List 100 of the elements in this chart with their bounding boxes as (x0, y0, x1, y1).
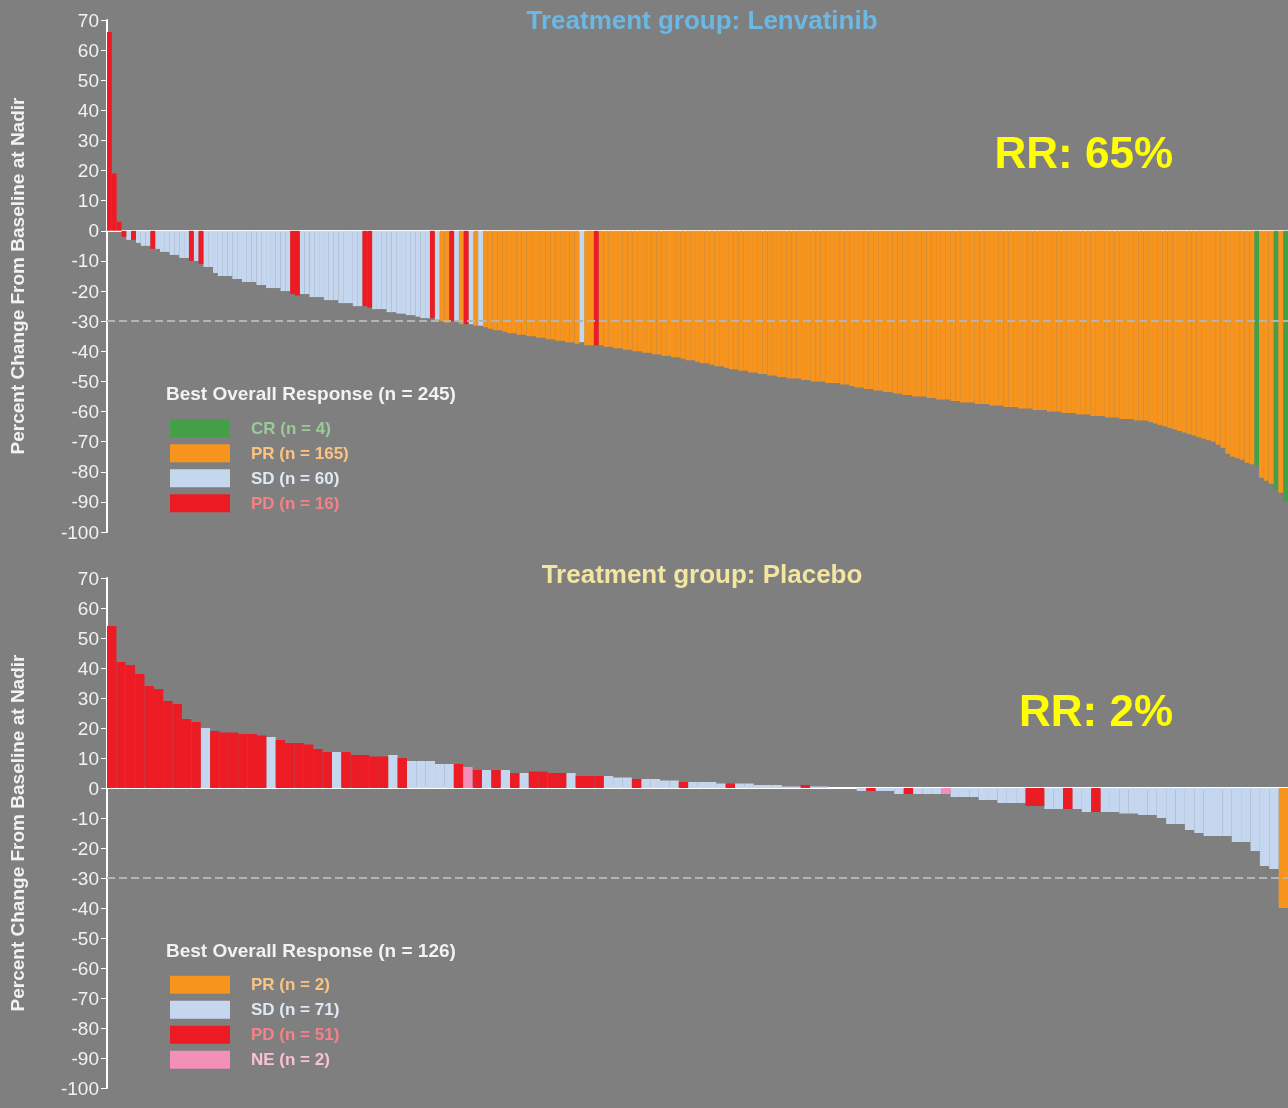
bar (391, 230, 397, 313)
bar (916, 230, 922, 397)
bar (566, 773, 576, 788)
y-tick-label: 30 (77, 687, 99, 709)
bar (454, 230, 459, 322)
bar (352, 230, 358, 307)
bar (945, 230, 951, 400)
bar (820, 230, 826, 382)
y-tick-label: 20 (77, 160, 99, 182)
y-tick-label: -10 (71, 807, 99, 829)
bar (150, 230, 156, 249)
y-tick-label: 50 (77, 69, 99, 91)
bar (444, 230, 450, 323)
bar (328, 230, 334, 301)
y-tick-label: -30 (71, 867, 99, 889)
bar (481, 770, 492, 788)
bar (926, 230, 932, 398)
bar (299, 230, 305, 295)
bar (1196, 230, 1202, 438)
bar (1091, 788, 1101, 812)
bar (810, 230, 816, 382)
y-tick-label: 0 (88, 777, 99, 799)
bar (222, 230, 228, 276)
legend-title: Best Overall Response (n = 245) (166, 383, 456, 405)
bar (593, 230, 599, 346)
bar (140, 230, 146, 246)
bar (429, 230, 435, 319)
legend-label: CR (n = 4) (251, 418, 331, 438)
chart-title: Treatment group: Placebo (541, 559, 863, 589)
bar (866, 788, 876, 791)
bar (767, 230, 773, 376)
bar (519, 773, 529, 788)
bar (704, 230, 710, 364)
bar (685, 230, 691, 361)
bar (516, 230, 522, 335)
bar (1133, 230, 1139, 421)
bar (491, 770, 501, 788)
bar (203, 230, 209, 267)
bar (622, 230, 628, 350)
y-axis-title: Percent Change From Baseline at Nadir (7, 653, 28, 1012)
legend-label: PD (n = 16) (251, 493, 340, 513)
bar (121, 230, 127, 237)
legend-label: NE (n = 2) (251, 1050, 330, 1070)
y-tick-label: -70 (71, 431, 99, 453)
bar (651, 230, 657, 355)
y-tick-label: -90 (71, 491, 99, 513)
y-tick-label: -50 (71, 927, 99, 949)
bar (362, 230, 368, 307)
y-tick-label: -80 (71, 461, 99, 483)
bar (540, 230, 546, 338)
bar (285, 230, 291, 292)
bar (791, 230, 797, 379)
bar (131, 230, 136, 240)
y-tick-label: 30 (77, 129, 99, 151)
bar (188, 230, 194, 261)
bar (487, 230, 493, 329)
bar (998, 230, 1004, 406)
bar (903, 788, 914, 794)
bar (608, 230, 614, 347)
bar (1225, 230, 1231, 454)
bar (1239, 230, 1245, 460)
bar (1051, 230, 1057, 412)
y-tick-label: 40 (77, 657, 99, 679)
y-tick-label: -20 (71, 280, 99, 302)
bar (579, 230, 585, 343)
legend-label: PD (n = 51) (251, 1025, 340, 1045)
bar (1268, 230, 1274, 484)
y-tick-label: -20 (71, 837, 99, 859)
bar (738, 230, 744, 371)
bar (266, 737, 276, 788)
bar (338, 230, 344, 304)
bar (331, 752, 342, 788)
bar (1249, 230, 1255, 465)
y-tick-label: 10 (77, 190, 99, 212)
bar (472, 770, 482, 788)
bar (463, 230, 469, 325)
bar (1063, 788, 1073, 809)
annotation: RR: 65% (994, 127, 1174, 177)
y-tick-label: 70 (77, 567, 99, 589)
bar (569, 230, 575, 343)
bar (458, 230, 464, 325)
legend-label: SD (n = 71) (251, 1000, 340, 1020)
bar (200, 728, 211, 788)
bar (781, 230, 787, 377)
legend-label: PR (n = 2) (251, 975, 330, 995)
bar (550, 230, 556, 340)
y-tick-label: -90 (71, 1047, 99, 1069)
bar (969, 230, 975, 403)
bar (757, 230, 763, 374)
bar (164, 230, 170, 252)
bar (473, 230, 479, 326)
bar (675, 230, 681, 358)
bar (126, 230, 132, 240)
legend-label: PR (n = 165) (251, 443, 349, 463)
y-axis-title: Percent Change From Baseline at Nadir (7, 96, 28, 455)
bar (1114, 230, 1120, 418)
bar (1167, 230, 1173, 429)
bar (1254, 230, 1260, 466)
chart-title: Treatment group: Lenvatinib (526, 5, 878, 35)
bar (800, 785, 810, 788)
